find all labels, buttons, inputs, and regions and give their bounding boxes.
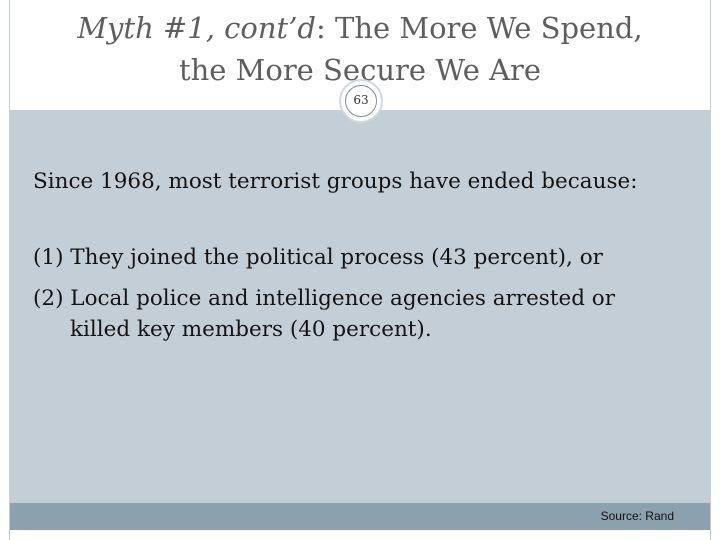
- point-2-line-2: killed key members (40 percent).: [70, 317, 432, 342]
- point-1: (1) They joined the political process (4…: [33, 245, 603, 270]
- point-2-line-1: (2) Local police and intelligence agenci…: [33, 286, 616, 311]
- title-italic-part: Myth #1, cont’d: [77, 11, 316, 45]
- page-number-badge: 63: [339, 79, 383, 123]
- page-number: 63: [345, 85, 377, 117]
- slide-frame: [9, 0, 711, 540]
- title-line-1: Myth #1, cont’d: The More We Spend,: [10, 10, 710, 46]
- source-citation: Source: Rand: [600, 509, 674, 523]
- slide-content: [10, 110, 710, 503]
- title-rest-part: : The More We Spend,: [315, 11, 643, 45]
- intro-text: Since 1968, most terrorist groups have e…: [33, 169, 638, 194]
- footer-bar: Source: Rand: [10, 503, 710, 530]
